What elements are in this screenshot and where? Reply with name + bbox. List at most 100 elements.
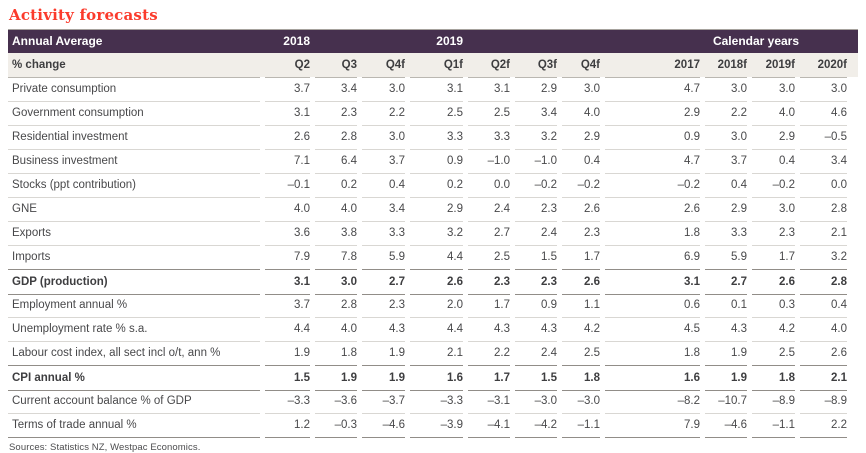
table-row: Current account balance % of GDP –3.3 –3.6…: [8, 389, 858, 414]
page-title: Activity forecasts: [9, 6, 158, 24]
value-cell: 4.4: [410, 317, 463, 342]
value-cell: 4.3: [705, 317, 747, 342]
value-cell: 1.7: [584, 251, 600, 263]
value-cell: –0.2: [562, 173, 600, 198]
value-cell: 4.5: [605, 317, 700, 342]
table-row: Terms of trade annual % 1.2 –0.3 –4.6 –3.9 –4…: [8, 413, 858, 438]
value-cell: 2.5: [584, 347, 600, 359]
table-row: Exports 3.6 3.8 3.3 3.2 2.7 2.4 2.3 1.8 3.3 2.3 2.1: [8, 221, 858, 246]
value-cell: 0.4: [800, 293, 847, 318]
forecast-table: Annual Average 2018 2019 Calendar years …: [8, 29, 858, 438]
column-header-2019f: 2019f: [752, 53, 795, 78]
value-cell: 4.0: [752, 101, 795, 126]
value-cell: 2.9: [705, 197, 747, 222]
value-cell: –3.0: [515, 389, 557, 414]
value-cell: 2.1: [447, 347, 463, 359]
value-cell: –8.9: [800, 389, 847, 414]
value-cell: 6.9: [684, 251, 700, 263]
value-cell: 4.0: [562, 101, 600, 126]
value-cell: 2.8: [800, 197, 847, 222]
value-cell: 4.7: [605, 77, 700, 102]
value-cell: 1.5: [265, 365, 310, 391]
value-cell: 3.7: [265, 77, 310, 102]
table-row: Residential investment 2.6 2.8 3.0 3.3 3.3 3.2…: [8, 125, 858, 150]
value-cell: 3.3: [468, 125, 510, 150]
table-row: Business investment 7.1 6.4 3.7 0.9 –1.0 –1.0 0…: [8, 149, 858, 174]
value-cell: 3.1: [605, 269, 700, 295]
column-header-q4f: Q4f: [562, 53, 600, 78]
row-label: Current account balance % of GDP: [8, 389, 260, 414]
value-cell: 3.7: [362, 149, 405, 174]
table-body: Private consumption 3.7 3.4 3.0 3.1 3.1 2.9 3.0…: [8, 77, 858, 438]
value-cell: 2.3: [562, 221, 600, 246]
value-cell: 2.6: [562, 197, 600, 222]
sources-note: Sources: Statistics NZ, Westpac Economic…: [9, 442, 201, 453]
value-cell: –3.1: [468, 389, 510, 414]
value-cell: –3.3: [410, 389, 463, 414]
row-label: Terms of trade annual %: [8, 413, 260, 438]
value-cell: 2.6: [562, 269, 600, 295]
value-cell: 3.0: [362, 77, 405, 102]
value-cell: 1.6: [410, 365, 463, 391]
value-cell: 2.3: [362, 293, 405, 318]
table-row: GNE 4.0 4.0 3.4 2.9 2.4 2.3 2.6 2.6 2.9 3.0 2.8: [8, 197, 858, 222]
value-cell: 0.4: [562, 149, 600, 174]
column-header-q2: Q2: [265, 53, 310, 78]
value-cell: 2.9: [410, 197, 463, 222]
column-header-percent-change: % change: [8, 53, 260, 78]
value-cell: 3.0: [705, 77, 747, 102]
value-cell: –3.3: [265, 389, 310, 414]
value-cell: 2.6: [605, 197, 700, 222]
value-cell: –3.7: [362, 389, 405, 414]
value-cell: –8.2: [605, 389, 700, 414]
value-cell: 2.3: [515, 197, 557, 222]
value-cell: 0.4: [705, 173, 747, 198]
value-cell: 2.3: [515, 269, 557, 295]
value-cell: 2.1: [800, 365, 847, 391]
value-cell: 0.1: [705, 293, 747, 318]
value-cell: 1.8: [684, 347, 700, 359]
value-cell: –0.3: [315, 413, 357, 438]
value-cell: –1.1: [562, 413, 600, 438]
value-cell: 4.3: [515, 317, 557, 342]
table-row: CPI annual % 1.5 1.9 1.9 1.6 1.7 1.5 1.8 1.6 1.9 1…: [8, 365, 858, 391]
value-cell: 2.7: [705, 269, 747, 295]
value-cell: 2.2: [494, 347, 510, 359]
value-cell: 6.4: [315, 149, 357, 174]
value-cell: 4.4: [447, 251, 463, 263]
value-cell: 0.4: [752, 149, 795, 174]
group-header-calendar-years: Calendar years: [712, 34, 800, 48]
value-cell: 1.9: [315, 365, 357, 391]
value-cell: –4.2: [515, 413, 557, 438]
value-cell: 2.5: [779, 347, 795, 359]
row-label: GDP (production): [8, 269, 260, 295]
value-cell: 3.1: [410, 77, 463, 102]
column-header-row: % change Q2 Q3 Q4f Q1f Q2f Q3f Q4f 2017 2018f 201…: [8, 53, 858, 78]
value-cell: 2.5: [410, 101, 463, 126]
value-cell: –8.9: [752, 389, 795, 414]
value-cell: –1.0: [515, 149, 557, 174]
value-cell: 2.3: [315, 101, 357, 126]
value-cell: 1.5: [541, 251, 557, 263]
value-cell: 0.9: [605, 125, 700, 150]
value-cell: 0.6: [605, 293, 700, 318]
table-row: Private consumption 3.7 3.4 3.0 3.1 3.1 2.9 3.0…: [8, 77, 858, 102]
table-row: Stocks (ppt contribution) –0.1 0.2 0.4 0.2 0.…: [8, 173, 858, 198]
value-cell: 5.9: [731, 251, 747, 263]
table-row: Unemployment rate % s.a. 4.4 4.0 4.3 4.4 4.3 4…: [8, 317, 858, 342]
table-row: Employment annual % 3.7 2.8 2.3 2.0 1.7 0.9 1.1…: [8, 293, 858, 318]
row-label: Exports: [8, 221, 260, 246]
value-cell: 4.4: [265, 317, 310, 342]
value-cell: 2.3: [468, 269, 510, 295]
value-cell: 2.6: [265, 125, 310, 150]
value-cell: 2.1: [800, 221, 847, 246]
value-cell: 2.5: [468, 101, 510, 126]
value-cell: 7.1: [265, 149, 310, 174]
column-header-q3: Q3: [315, 53, 357, 78]
value-cell: 1.8: [752, 365, 795, 391]
value-cell: 2.4: [468, 197, 510, 222]
value-cell: 3.4: [362, 197, 405, 222]
value-cell: 3.0: [562, 77, 600, 102]
value-cell: 2.5: [494, 251, 510, 263]
column-header-q3f: Q3f: [515, 53, 557, 78]
